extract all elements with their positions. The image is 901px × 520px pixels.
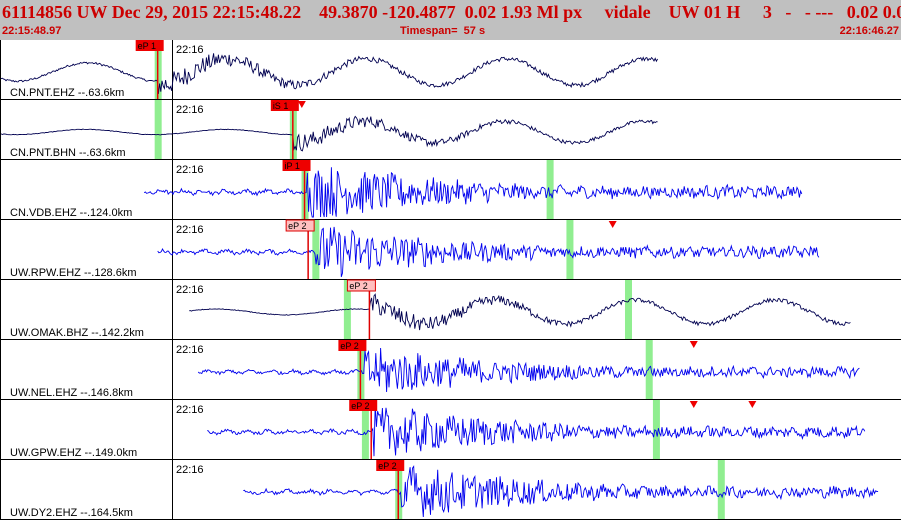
- event-summary-title: 61114856 UW Dec 29, 2015 22:15:48.22 49.…: [2, 2, 901, 22]
- minute-tick-label: 22:16: [176, 344, 204, 356]
- station-label: CN.PNT.BHN --.63.6km: [10, 147, 126, 159]
- phase-pick-label: iS 1: [273, 101, 289, 111]
- waveform-trace: [157, 226, 820, 277]
- waveform-trace: [0, 115, 658, 152]
- station-label: UW.RPW.EHZ --.128.6km: [10, 267, 137, 279]
- minute-tick-label: 22:16: [176, 284, 204, 296]
- minute-tick-label: 22:16: [176, 404, 204, 416]
- minute-tick-label: 22:16: [176, 464, 204, 476]
- trace-row[interactable]: 22:16 eP 2 UW.NEL.EHZ --.146.8km: [0, 340, 901, 400]
- arrival-arrow-icon: [608, 221, 617, 228]
- phase-pick-label: eP 2: [351, 401, 369, 411]
- phase-pick-label: eP 2: [340, 341, 358, 351]
- trace-row[interactable]: 22:16 eP 2 UW.GPW.EHZ --.149.0km: [0, 400, 901, 460]
- station-label: CN.VDB.EHZ --.124.0km: [10, 207, 132, 219]
- seismogram-panel[interactable]: 22:16 eP 1 CN.PNT.EHZ --.63.6km 22:16 iS 1 CN…: [0, 40, 901, 520]
- phase-pick-label: eP 2: [288, 221, 306, 231]
- trace-row[interactable]: 22:16 eP 2 UW.DY2.EHZ --.164.5km: [0, 460, 901, 520]
- phase-pick-label: eP 2: [349, 281, 367, 291]
- phase-pick-flag[interactable]: [282, 160, 311, 171]
- window-end-time: 22:16:46.27: [839, 25, 899, 37]
- timespan-readout: Timespan= 57 s: [400, 25, 486, 37]
- waveform-trace: [189, 293, 851, 331]
- phase-pick-flag[interactable]: [270, 100, 299, 111]
- window-start-time: 22:15:48.97: [2, 25, 62, 37]
- pick-window-marker: [645, 340, 653, 399]
- station-label: UW.GPW.EHZ --.149.0km: [10, 447, 137, 459]
- arrival-arrow-icon: [748, 401, 757, 408]
- trace-row[interactable]: 22:16 eP 2 UW.OMAK.BHZ --.142.2km: [0, 279, 901, 340]
- waveform-trace: [143, 167, 803, 218]
- pick-window-marker: [154, 100, 162, 159]
- trace-row[interactable]: 22:16 iP 1 CN.VDB.EHZ --.124.0km: [0, 160, 901, 220]
- station-label: UW.OMAK.BHZ --.142.2km: [10, 327, 144, 339]
- trace-row[interactable]: 22:16 iS 1 CN.PNT.BHN --.63.6km: [0, 100, 901, 160]
- pick-window-marker: [717, 460, 725, 519]
- station-label: UW.NEL.EHZ --.146.8km: [10, 387, 133, 399]
- trace-row[interactable]: 22:16 eP 2 UW.RPW.EHZ --.128.6km: [0, 219, 901, 280]
- pick-window-marker: [652, 400, 660, 459]
- minute-tick-label: 22:16: [176, 44, 204, 56]
- waveform-trace: [197, 347, 860, 393]
- arrival-arrow-icon: [689, 401, 698, 408]
- station-label: CN.PNT.EHZ --.63.6km: [10, 87, 124, 99]
- pick-window-marker: [312, 220, 320, 279]
- title-bar: 61114856 UW Dec 29, 2015 22:15:48.22 49.…: [0, 0, 901, 40]
- phase-pick-label: eP 1: [138, 41, 156, 51]
- waveform-trace: [207, 403, 866, 457]
- pick-window-marker: [566, 220, 574, 279]
- phase-pick-label: eP 2: [378, 461, 396, 471]
- pick-window-marker: [624, 280, 632, 339]
- pick-window-marker: [546, 160, 554, 219]
- station-label: UW.DY2.EHZ --.164.5km: [10, 507, 133, 519]
- trace-row[interactable]: 22:16 eP 1 CN.PNT.EHZ --.63.6km: [0, 40, 901, 100]
- phase-pick-flag[interactable]: [349, 400, 378, 411]
- arrival-arrow-icon: [297, 101, 306, 108]
- phase-pick-flag[interactable]: [346, 279, 376, 292]
- arrival-arrow-icon: [689, 341, 698, 348]
- phase-pick-flag[interactable]: [285, 219, 315, 232]
- minute-tick-label: 22:16: [176, 224, 204, 236]
- phase-pick-flag[interactable]: [376, 460, 405, 471]
- phase-pick-flag[interactable]: [135, 40, 164, 51]
- waveform-trace: [243, 465, 879, 518]
- phase-pick-label: iP 1: [285, 161, 300, 171]
- minute-tick-label: 22:16: [176, 164, 204, 176]
- waveform-trace: [0, 53, 658, 94]
- pick-window-marker: [361, 400, 369, 459]
- minute-tick-label: 22:16: [176, 104, 204, 116]
- phase-pick-flag[interactable]: [338, 340, 367, 351]
